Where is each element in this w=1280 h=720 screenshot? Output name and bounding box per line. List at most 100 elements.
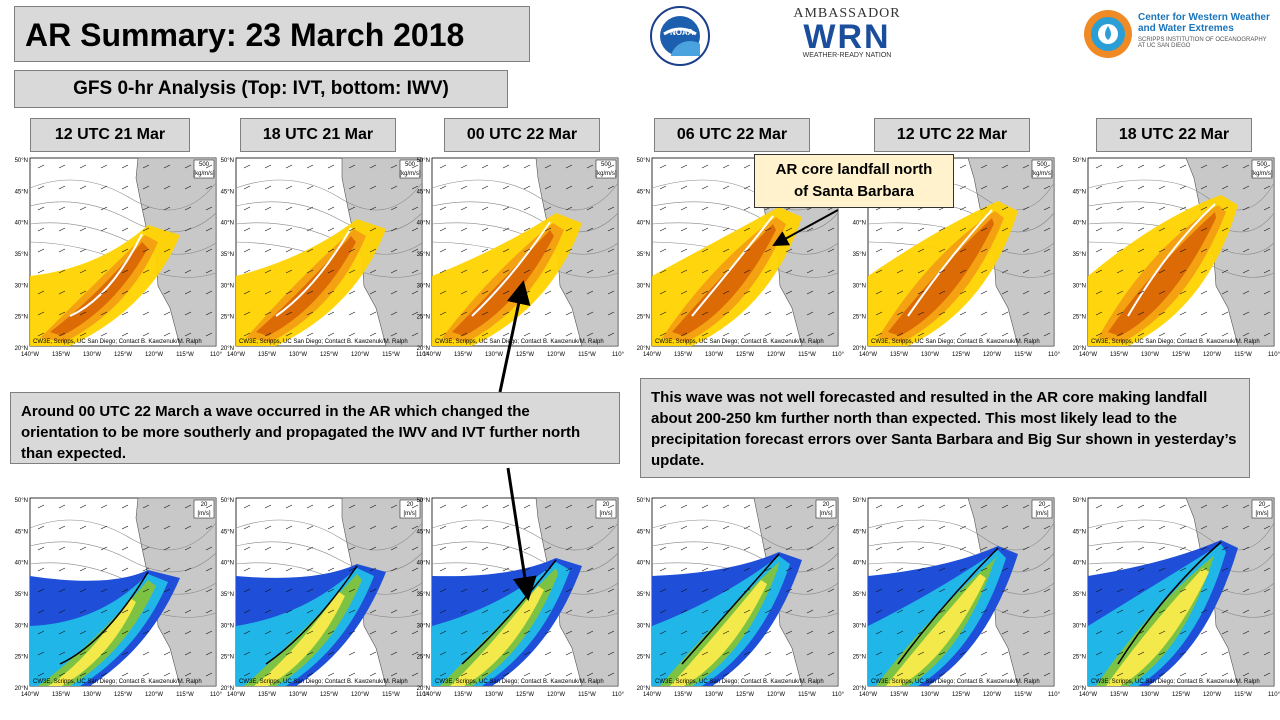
lon-label: 125°W bbox=[516, 352, 534, 358]
lat-label: 20°N bbox=[15, 686, 28, 692]
lon-label: 140°W bbox=[859, 352, 877, 358]
lon-label: 140°W bbox=[423, 352, 441, 358]
lon-label: 120°W bbox=[767, 352, 785, 358]
iwv-map-panel: 20 [m/s] CW3E, Scripps, UC San Diego; Cont… bbox=[626, 494, 846, 705]
lat-label: 40°N bbox=[637, 561, 650, 567]
lon-label: 130°W bbox=[485, 352, 503, 358]
lat-label: 35°N bbox=[15, 592, 28, 598]
map-credit: CW3E, Scripps, UC San Diego; Contact B. … bbox=[871, 339, 1040, 345]
lat-label: 25°N bbox=[417, 655, 430, 661]
ivt-map-panel: 500 [kg/m/s] CW3E, Scripps, UC San Diego; … bbox=[842, 154, 1062, 365]
lon-label: 135°W bbox=[890, 692, 908, 698]
lon-label: 120°W bbox=[547, 692, 565, 698]
lat-label: 35°N bbox=[637, 252, 650, 258]
iwv-ref-value: 20 bbox=[407, 502, 414, 508]
lat-label: 40°N bbox=[15, 221, 28, 227]
lat-label: 50°N bbox=[221, 158, 234, 164]
ivt-ref-value: 500 bbox=[199, 162, 210, 168]
page-subtitle: GFS 0-hr Analysis (Top: IVT, bottom: IWV… bbox=[14, 70, 508, 108]
lat-label: 50°N bbox=[417, 498, 430, 504]
lon-label: 135°W bbox=[258, 352, 276, 358]
ivt-units: [kg/m/s] bbox=[595, 171, 616, 177]
lon-label: 125°W bbox=[320, 352, 338, 358]
lat-label: 25°N bbox=[221, 315, 234, 321]
lon-label: 120°W bbox=[1203, 352, 1221, 358]
lat-label: 40°N bbox=[1073, 221, 1086, 227]
time-label-6: 18 UTC 22 Mar bbox=[1096, 118, 1252, 152]
time-label-2: 18 UTC 21 Mar bbox=[240, 118, 396, 152]
noaa-logo: NOAA bbox=[650, 6, 710, 66]
ivt-units: [kg/m/s] bbox=[1031, 171, 1052, 177]
lat-label: 50°N bbox=[1073, 498, 1086, 504]
lat-label: 20°N bbox=[417, 686, 430, 692]
lon-label: 140°W bbox=[1079, 352, 1097, 358]
lat-label: 20°N bbox=[853, 346, 866, 352]
lat-label: 35°N bbox=[1073, 252, 1086, 258]
lon-label: 135°W bbox=[454, 352, 472, 358]
lon-label: 135°W bbox=[52, 352, 70, 358]
map-credit: CW3E, Scripps, UC San Diego; Contact B. … bbox=[655, 339, 824, 345]
lon-label: 125°W bbox=[736, 352, 754, 358]
cw3e-logo: Center for Western Weather and Water Ext… bbox=[1082, 6, 1272, 64]
iwv-map-panel: 20 [m/s] CW3E, Scripps, UC San Diego; Cont… bbox=[4, 494, 224, 705]
lat-label: 30°N bbox=[15, 623, 28, 629]
lon-label: 110° bbox=[832, 352, 845, 358]
lat-label: 25°N bbox=[1073, 315, 1086, 321]
lat-label: 40°N bbox=[1073, 561, 1086, 567]
iwv-map-panel: 20 [m/s] CW3E, Scripps, UC San Diego; Cont… bbox=[406, 494, 626, 705]
ivt-map-panel: 500 [kg/m/s] CW3E, Scripps, UC San Diego; … bbox=[4, 154, 224, 365]
lat-label: 40°N bbox=[417, 561, 430, 567]
lat-label: 35°N bbox=[853, 592, 866, 598]
lat-label: 20°N bbox=[221, 686, 234, 692]
lon-label: 110° bbox=[1268, 692, 1280, 698]
lon-label: 115°W bbox=[176, 352, 194, 358]
lon-label: 135°W bbox=[454, 692, 472, 698]
lat-label: 40°N bbox=[853, 221, 866, 227]
lat-label: 50°N bbox=[637, 498, 650, 504]
lon-label: 120°W bbox=[351, 352, 369, 358]
lon-label: 130°W bbox=[705, 692, 723, 698]
lon-label: 135°W bbox=[1110, 352, 1128, 358]
lat-label: 50°N bbox=[221, 498, 234, 504]
lat-label: 45°N bbox=[417, 189, 430, 195]
lon-label: 115°W bbox=[382, 352, 400, 358]
lon-label: 110° bbox=[416, 352, 429, 358]
lon-label: 110° bbox=[1048, 352, 1061, 358]
lat-label: 35°N bbox=[853, 252, 866, 258]
lat-label: 25°N bbox=[221, 655, 234, 661]
lon-label: 130°W bbox=[921, 692, 939, 698]
lat-label: 50°N bbox=[15, 158, 28, 164]
lon-label: 120°W bbox=[351, 692, 369, 698]
lon-label: 140°W bbox=[859, 692, 877, 698]
lon-label: 115°W bbox=[1234, 352, 1252, 358]
lon-label: 140°W bbox=[227, 692, 245, 698]
ivt-ref-value: 500 bbox=[1257, 162, 1268, 168]
lon-label: 120°W bbox=[145, 352, 163, 358]
lat-label: 45°N bbox=[15, 529, 28, 535]
iwv-units: [m/s] bbox=[198, 511, 211, 517]
lon-label: 115°W bbox=[578, 692, 596, 698]
lon-label: 110° bbox=[832, 692, 845, 698]
lat-label: 20°N bbox=[417, 346, 430, 352]
time-label-1: 12 UTC 21 Mar bbox=[30, 118, 190, 152]
lat-label: 30°N bbox=[1073, 283, 1086, 289]
page-title: AR Summary: 23 March 2018 bbox=[14, 6, 530, 62]
lon-label: 135°W bbox=[890, 352, 908, 358]
lat-label: 30°N bbox=[853, 283, 866, 289]
iwv-ref-value: 20 bbox=[1039, 502, 1046, 508]
lat-label: 50°N bbox=[417, 158, 430, 164]
lon-label: 115°W bbox=[578, 352, 596, 358]
lat-label: 25°N bbox=[637, 315, 650, 321]
lat-label: 45°N bbox=[15, 189, 28, 195]
lat-label: 45°N bbox=[637, 189, 650, 195]
lon-label: 110° bbox=[1268, 352, 1280, 358]
lon-label: 135°W bbox=[674, 352, 692, 358]
map-credit: CW3E, Scripps, UC San Diego; Contact B. … bbox=[1091, 339, 1260, 345]
lat-label: 25°N bbox=[15, 655, 28, 661]
note-left: Around 00 UTC 22 March a wave occurred i… bbox=[10, 392, 620, 464]
lon-label: 115°W bbox=[1014, 692, 1032, 698]
lat-label: 45°N bbox=[853, 529, 866, 535]
lat-label: 40°N bbox=[15, 561, 28, 567]
lat-label: 30°N bbox=[417, 623, 430, 629]
lat-label: 30°N bbox=[637, 623, 650, 629]
